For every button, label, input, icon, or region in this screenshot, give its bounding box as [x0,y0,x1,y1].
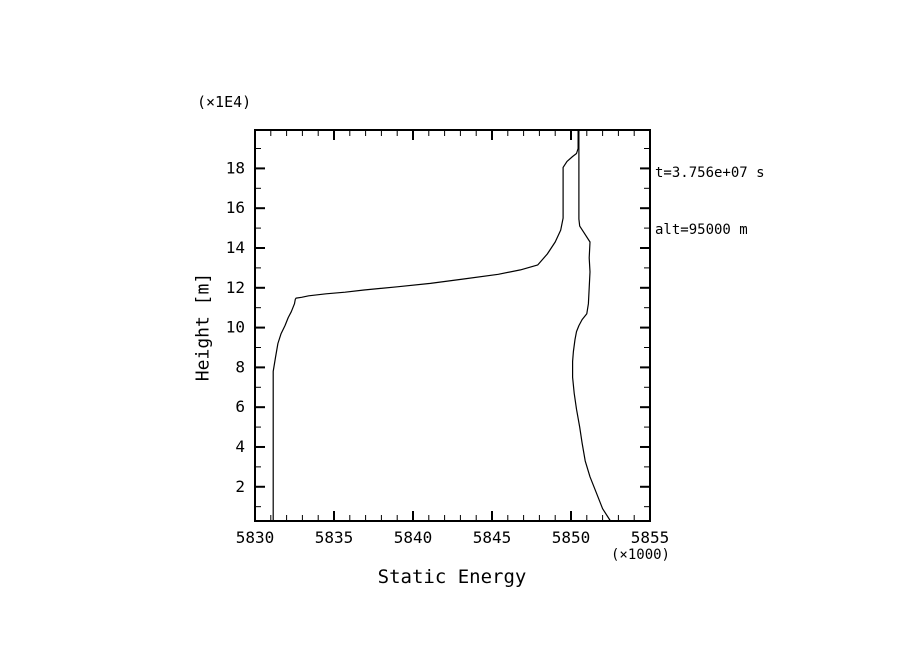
y-axis-title: Height [m] [192,272,214,382]
saturation-static-energy-profile-curve [571,130,612,522]
y-tick-label: 14 [226,238,245,257]
x-axis-multiplier-label: (×1000) [610,547,670,563]
x-tick-label: 5850 [552,528,591,547]
y-tick-label: 10 [226,318,245,337]
axis-frame [254,129,651,522]
y-tick-label: 6 [235,397,245,416]
x-tick-label: 5830 [236,528,275,547]
x-tick-label: 5855 [631,528,670,547]
x-tick-label: 5840 [394,528,433,547]
y-tick-label: 18 [226,158,245,177]
x-tick-label: 5835 [315,528,354,547]
y-tick-label: 2 [235,477,245,496]
x-tick-label: 5845 [473,528,512,547]
y-tick-label: 4 [235,437,245,456]
y-tick-label: 8 [235,357,245,376]
y-tick-label: 16 [226,198,245,217]
annotation-altitude: alt=95000 m [655,222,748,238]
x-axis-title: Static Energy [377,566,527,588]
y-axis-multiplier-label: (×1E4) [197,93,252,111]
annotation-time: t=3.756e+07 s [655,165,765,181]
y-tick-label: 12 [226,278,245,297]
annotation-block: t=3.756e+07 s alt=95000 m [655,126,765,278]
static-energy-profile-curve [272,130,579,521]
